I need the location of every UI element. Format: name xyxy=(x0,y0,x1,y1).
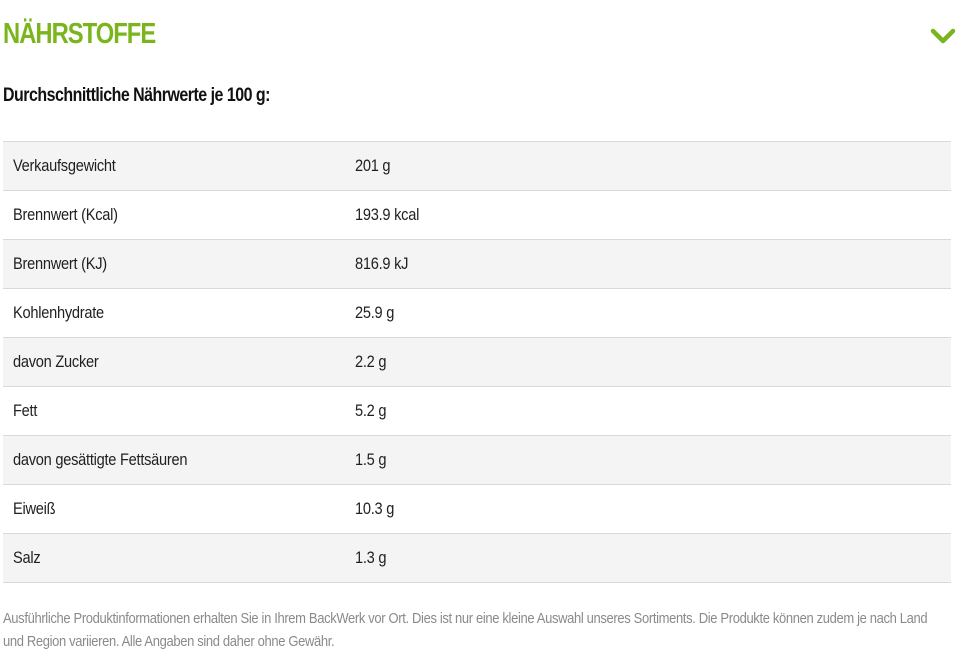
nutrient-value: 193.9 kcal xyxy=(345,191,951,240)
nutrient-value-text: 816.9 kJ xyxy=(355,254,409,273)
nutrient-name-text: davon Zucker xyxy=(13,352,99,371)
table-row: Salz 1.3 g xyxy=(3,533,951,583)
nutrient-name: Salz xyxy=(3,534,345,583)
nutrient-name-text: Kohlenhydrate xyxy=(13,303,104,322)
nutrient-name: Kohlenhydrate xyxy=(3,289,345,338)
nutrient-name-text: Verkaufsgewicht xyxy=(13,156,116,175)
chevron-down-icon[interactable] xyxy=(930,26,956,46)
nutrient-value-text: 10.3 g xyxy=(355,499,395,518)
nutrient-value-text: 2.2 g xyxy=(355,352,387,371)
nutrient-value-text: 1.3 g xyxy=(355,548,387,567)
table-row: Brennwert (KJ) 816.9 kJ xyxy=(3,239,951,289)
nutrient-value: 10.3 g xyxy=(345,485,951,534)
nutrient-name-text: Brennwert (KJ) xyxy=(13,254,107,273)
nutrient-name-text: Eiweiß xyxy=(13,499,56,518)
naehrstoffe-accordion-header[interactable]: NÄHRSTOFFE xyxy=(0,14,966,62)
nutrient-name: Brennwert (KJ) xyxy=(3,240,345,289)
nutrient-value-text: 5.2 g xyxy=(355,401,387,420)
nutrient-name: davon gesättigte Fettsäuren xyxy=(3,436,345,485)
table-row: Fett 5.2 g xyxy=(3,386,951,436)
nutrient-value: 2.2 g xyxy=(345,338,951,387)
section-title: NÄHRSTOFFE xyxy=(3,18,156,50)
nutrient-value: 201 g xyxy=(345,142,951,191)
disclaimer-text: Ausführliche Produktinformationen erhalt… xyxy=(3,610,928,650)
table-row: Kohlenhydrate 25.9 g xyxy=(3,288,951,338)
nutrient-value: 5.2 g xyxy=(345,387,951,436)
table-row: Eiweiß 10.3 g xyxy=(3,484,951,534)
nutrient-value: 1.5 g xyxy=(345,436,951,485)
nutrient-name-text: Fett xyxy=(13,401,38,420)
nutrient-value-text: 25.9 g xyxy=(355,303,395,322)
nutrient-value-text: 201 g xyxy=(355,156,391,175)
nutrient-name-text: Salz xyxy=(13,548,41,567)
nutrient-name-text: Brennwert (Kcal) xyxy=(13,205,118,224)
nutrient-name: Verkaufsgewicht xyxy=(3,142,345,191)
nutrient-name: Brennwert (Kcal) xyxy=(3,191,345,240)
nutrition-subheading: Durchschnittliche Nährwerte je 100 g: xyxy=(3,85,270,106)
nutrient-name: davon Zucker xyxy=(3,338,345,387)
nutrient-value-text: 1.5 g xyxy=(355,450,387,469)
table-row: Brennwert (Kcal) 193.9 kcal xyxy=(3,190,951,240)
nutrient-name: Fett xyxy=(3,387,345,436)
nutrient-name-text: davon gesättigte Fettsäuren xyxy=(13,450,188,469)
table-row: davon gesättigte Fettsäuren 1.5 g xyxy=(3,435,951,485)
nutrition-table: Verkaufsgewicht 201 g Brennwert (Kcal) 1… xyxy=(3,141,951,583)
table-row: davon Zucker 2.2 g xyxy=(3,337,951,387)
nutrient-value-text: 193.9 kcal xyxy=(355,205,420,224)
nutrient-value: 816.9 kJ xyxy=(345,240,951,289)
table-row: Verkaufsgewicht 201 g xyxy=(3,141,951,191)
nutrient-value: 1.3 g xyxy=(345,534,951,583)
nutrient-value: 25.9 g xyxy=(345,289,951,338)
nutrient-name: Eiweiß xyxy=(3,485,345,534)
